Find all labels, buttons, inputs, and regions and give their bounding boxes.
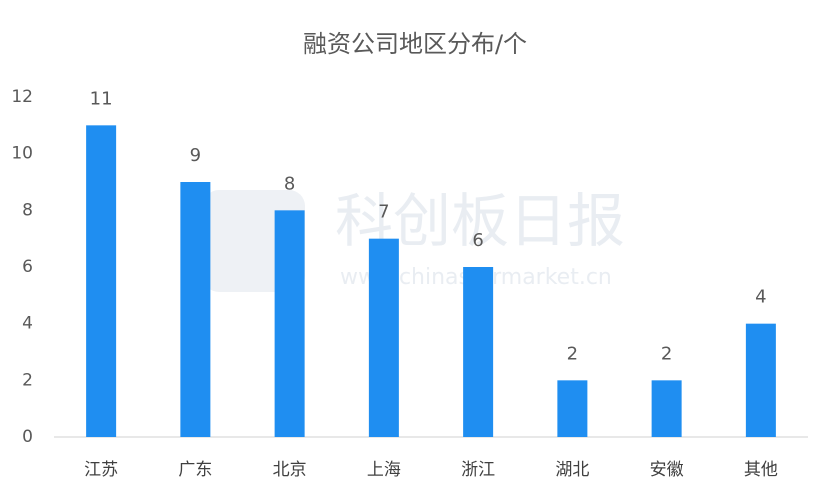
value-label: 2 [661,343,672,364]
y-tick-label: 12 [11,87,33,107]
x-tick-label: 安徽 [650,460,684,480]
value-label: 8 [284,173,295,194]
y-tick-label: 6 [22,257,33,277]
x-tick-label: 江苏 [84,460,118,480]
bar [557,380,588,437]
value-label: 9 [190,145,201,166]
x-tick-label: 湖北 [555,460,589,480]
bar [86,125,117,437]
watermark: 科创板日报 www.chinastarmarket.cn [203,187,625,292]
bar [651,380,682,437]
bar [745,323,776,437]
chart-title: 融资公司地区分布/个 [303,30,527,58]
value-label: 7 [378,202,389,223]
x-tick-label: 上海 [367,460,401,480]
value-label: 11 [90,88,113,109]
y-tick-label: 4 [22,314,33,334]
y-tick-label: 2 [22,370,33,390]
y-tick-label: 8 [22,200,33,220]
x-tick-label: 广东 [178,460,212,480]
bar [463,267,494,437]
x-tick-label: 浙江 [461,460,495,480]
x-tick-label: 其他 [744,460,778,480]
bar [368,238,399,437]
value-label: 6 [472,230,483,251]
y-tick-label: 10 [11,144,33,164]
value-label: 4 [755,287,766,308]
bar [274,210,305,437]
bar [180,182,211,437]
value-label: 2 [567,343,578,364]
y-tick-label: 0 [22,427,33,447]
x-tick-label: 北京 [273,460,307,480]
